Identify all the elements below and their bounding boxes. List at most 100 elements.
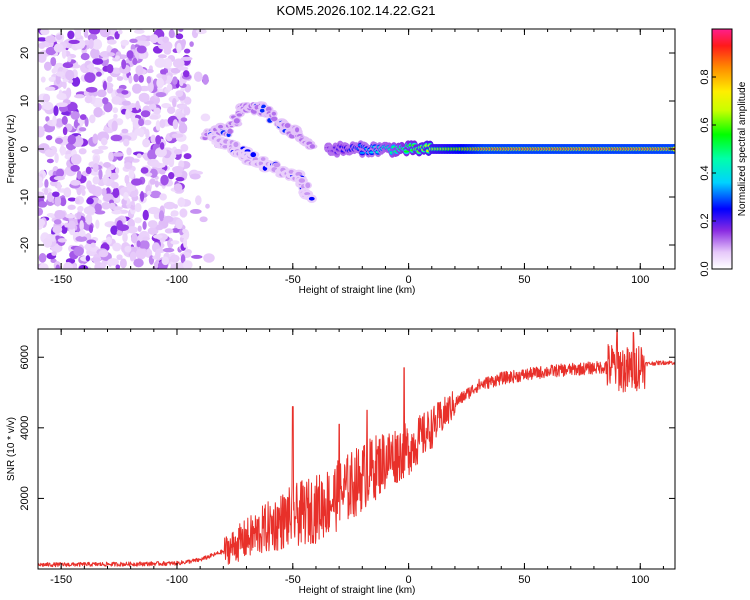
noise-blob [93, 155, 100, 166]
noise-blob [193, 71, 203, 82]
snr-frame [37, 328, 676, 570]
noise-blob [54, 152, 59, 164]
noise-blob [98, 145, 109, 150]
noise-blob [159, 118, 166, 129]
noise-blob [45, 134, 53, 141]
noise-blob [54, 137, 63, 145]
noise-blob [78, 127, 87, 132]
noise-blob [135, 65, 144, 76]
noise-blob [53, 43, 64, 53]
noise-blob [125, 108, 131, 120]
noise-blob [56, 181, 62, 192]
noise-blob [175, 176, 185, 182]
noise-blob [45, 35, 57, 44]
noise-blob [155, 120, 161, 131]
noise-blob [38, 126, 45, 133]
noise-blob [147, 149, 158, 160]
noise-blob [98, 249, 109, 258]
noise-blob [73, 246, 84, 257]
noise-blob [120, 39, 130, 46]
noise-blob [111, 209, 122, 215]
noise-blob [43, 188, 49, 195]
noise-blob [205, 203, 210, 209]
noise-blob [42, 93, 51, 103]
noise-blob [155, 224, 164, 231]
noise-blob [55, 264, 61, 269]
noise-blob [75, 235, 88, 242]
noise-blob [168, 156, 175, 168]
noise-blob [183, 153, 192, 160]
noise-blob [184, 96, 191, 103]
noise-blob [170, 210, 179, 217]
noise-blob [61, 137, 69, 144]
noise-blob [162, 41, 173, 51]
noise-blob [149, 161, 162, 168]
y-tick-label: 20 [19, 47, 31, 59]
noise-blob [121, 100, 131, 106]
noise-blob [173, 148, 183, 155]
noise-blob [150, 134, 156, 144]
noise-blob [163, 201, 176, 210]
noise-blob [38, 201, 48, 208]
y-tick-label: 4000 [19, 416, 31, 440]
noise-blob [51, 251, 57, 256]
noise-blob [149, 114, 159, 120]
noise-blob [130, 190, 138, 198]
noise-blob [134, 128, 145, 136]
noise-blob [135, 100, 140, 111]
noise-blob [159, 169, 166, 175]
noise-blob [142, 220, 147, 230]
noise-blob [78, 264, 89, 269]
noise-blob [79, 220, 84, 231]
colorbar-label: Normalized spectral amplitude [737, 81, 748, 216]
noise-blob [54, 195, 62, 207]
noise-blob [134, 217, 142, 224]
noise-blob [182, 70, 190, 78]
noise-blob [70, 111, 80, 120]
colorbar-tick-label: 0.0 [699, 261, 711, 276]
noise-blob [64, 222, 69, 228]
noise-blob [38, 37, 48, 42]
noise-blob [178, 66, 189, 71]
noise-blob [139, 240, 150, 251]
noise-blob [44, 86, 56, 91]
noise-blob [124, 174, 130, 185]
noise-blob [71, 76, 81, 87]
noise-blob [179, 208, 188, 218]
noise-blob [166, 106, 176, 114]
noise-blob [78, 229, 86, 237]
noise-blob [172, 97, 177, 108]
noise-blob [172, 165, 184, 173]
colorbar-gradient [711, 28, 733, 270]
noise-blob [124, 156, 130, 164]
ridge-core [304, 192, 311, 196]
noise-blob [121, 59, 127, 70]
y-tick-label: 10 [19, 95, 31, 107]
noise-blob [38, 175, 43, 185]
noise-blob [73, 94, 86, 99]
noise-blob [171, 133, 184, 138]
noise-blob [190, 254, 203, 259]
ridge-core [273, 162, 281, 168]
colorbar-tick-label: 0.8 [699, 69, 711, 84]
noise-blob [112, 152, 124, 157]
noise-blob [142, 138, 151, 148]
noise-blob [182, 228, 187, 234]
noise-blob [149, 34, 159, 44]
ridge-core [270, 116, 278, 122]
noise-blob [171, 255, 179, 260]
noise-blob [61, 147, 66, 155]
noise-blob [117, 29, 123, 35]
noise-blob [134, 202, 142, 213]
noise-blob [38, 42, 46, 49]
ridge-core [305, 182, 311, 189]
y-tick-label: 2000 [19, 486, 31, 510]
noise-blob [110, 181, 119, 189]
noise-blob [177, 197, 186, 208]
noise-blob [102, 80, 107, 91]
noise-blob [84, 116, 89, 127]
noise-blob [56, 93, 68, 100]
